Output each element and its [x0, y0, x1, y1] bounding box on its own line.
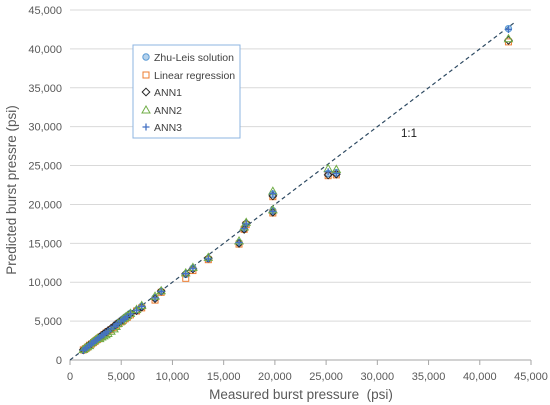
legend-marker [142, 123, 150, 131]
legend-item-zhu-leis-solution: Zhu-Leis solution [142, 52, 234, 64]
ann3-point [126, 310, 134, 318]
ann3-point [204, 255, 212, 263]
legend: Zhu-Leis solution Linear regression ANN1… [132, 44, 241, 139]
legend-plus-icon [142, 123, 150, 131]
y-tick-label: 45,000 [28, 5, 62, 17]
ann3-point [235, 239, 243, 247]
ann3-point [332, 169, 340, 177]
ann3-point [240, 225, 248, 233]
x-tick-label: 15,000 [207, 371, 241, 383]
y-tick-label: 40,000 [28, 44, 62, 56]
ann3-point [324, 168, 332, 176]
ann3-point [182, 270, 190, 278]
ann3-point [157, 288, 165, 296]
x-axis-title: Measured burst pressure (psi) [209, 387, 393, 402]
ann2-point [503, 33, 514, 43]
ann3-series [79, 25, 512, 354]
legend-marker [142, 53, 150, 61]
legend-label: ANN3 [154, 122, 182, 134]
legend-triangle-icon [141, 104, 151, 114]
y-tick-label: 10,000 [28, 277, 62, 289]
ann3-point [269, 190, 277, 198]
x-tick-label: 20,000 [258, 371, 292, 383]
y-tick-label: 30,000 [28, 122, 62, 134]
legend-marker [141, 104, 151, 114]
legend-item-ann3: ANN3 [142, 122, 182, 134]
legend-square-icon [142, 71, 150, 79]
legend-label: ANN2 [154, 105, 182, 117]
ann3-point [151, 294, 159, 302]
y-tick-label: 20,000 [28, 199, 62, 211]
legend-marker [141, 87, 151, 97]
x-tick-label: 25,000 [309, 371, 343, 383]
legend-label: ANN1 [154, 87, 182, 99]
legend-item-ann1: ANN1 [141, 87, 182, 99]
y-tick-label: 0 [56, 355, 62, 367]
x-tick-label: 40,000 [463, 371, 497, 383]
y-tick-label: 5,000 [34, 316, 62, 328]
reference-line-group [69, 21, 516, 361]
y-axis-title: Predicted burst pressre (psi) [4, 105, 19, 275]
legend-item-ann2: ANN2 [141, 104, 182, 117]
ann3-point [189, 264, 197, 272]
y-tick-label: 35,000 [28, 83, 62, 95]
ann3-point [242, 220, 250, 228]
axes: 0 5,000 10,000 15,000 20,000 25,000 30,000 35,0… [28, 5, 547, 383]
legend-label: Zhu-Leis solution [154, 52, 234, 64]
y-tick-label: 25,000 [28, 161, 62, 173]
reference-line-label: 1:1 [401, 128, 417, 140]
legend-diamond-icon [141, 87, 151, 97]
x-tick-label: 5,000 [107, 371, 135, 383]
legend-box [132, 44, 241, 139]
legend-marker [142, 71, 150, 79]
ann3-point [504, 25, 512, 33]
x-tick-label: 35,000 [412, 371, 446, 383]
ann3-point [133, 306, 141, 314]
ann3-point [138, 302, 146, 310]
legend-item-linear-regression: Linear regression [142, 70, 235, 82]
legend-circle-icon [142, 53, 150, 61]
reference-line-1-1 [69, 21, 516, 361]
legend-label: Linear regression [154, 70, 235, 82]
x-tick-label: 0 [67, 371, 73, 383]
x-tick-label: 30,000 [361, 371, 395, 383]
data-points [78, 24, 514, 355]
ann3-point [269, 207, 277, 215]
x-tick-label: 10,000 [156, 371, 190, 383]
x-tick-label: 45,000 [514, 371, 548, 383]
y-tick-label: 15,000 [28, 238, 62, 250]
ann1-point [323, 170, 333, 180]
